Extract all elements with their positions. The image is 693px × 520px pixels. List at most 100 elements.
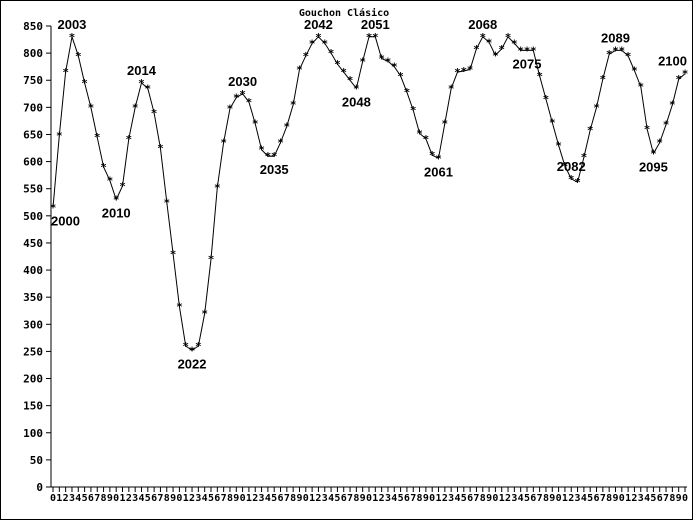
data-point: * bbox=[56, 130, 63, 143]
year-label: 2042 bbox=[304, 17, 333, 32]
data-point: * bbox=[214, 182, 221, 195]
y-axis-ticks: 0 50 100 150 200 250 300 350 400 450 500 550 600 650 7… bbox=[23, 20, 51, 494]
y-tick-label: 350 bbox=[23, 291, 43, 304]
x-tick-label: 2 bbox=[315, 493, 321, 504]
data-point: * bbox=[353, 82, 360, 95]
year-label: 2022 bbox=[178, 356, 207, 371]
data-point: * bbox=[359, 55, 366, 68]
data-point: * bbox=[138, 77, 145, 90]
data-point: * bbox=[486, 36, 493, 49]
x-tick-label: 6 bbox=[530, 493, 536, 504]
y-tick-label: 400 bbox=[23, 264, 43, 277]
x-tick-label: 9 bbox=[107, 493, 113, 504]
data-point: * bbox=[517, 44, 524, 57]
data-point: * bbox=[656, 137, 663, 150]
data-point: * bbox=[189, 344, 196, 357]
data-point: * bbox=[284, 120, 291, 133]
data-point: * bbox=[442, 118, 449, 131]
x-tick-label: 7 bbox=[410, 493, 416, 504]
y-tick-label: 500 bbox=[23, 210, 43, 223]
data-point: * bbox=[612, 44, 619, 57]
x-tick-label: 9 bbox=[170, 493, 176, 504]
data-point: * bbox=[151, 107, 158, 120]
data-point: * bbox=[170, 248, 177, 261]
data-point: * bbox=[644, 123, 651, 136]
data-point: * bbox=[201, 307, 208, 320]
x-tick-label: 3 bbox=[195, 493, 201, 504]
year-label: 2030 bbox=[228, 74, 257, 89]
x-tick-label: 0 bbox=[619, 493, 625, 504]
data-point: * bbox=[227, 102, 234, 115]
x-tick-label: 4 bbox=[391, 493, 397, 504]
x-tick-label: 0 bbox=[429, 493, 435, 504]
x-tick-label: 3 bbox=[132, 493, 138, 504]
x-tick-label: 6 bbox=[278, 493, 284, 504]
x-tick-label: 7 bbox=[663, 493, 669, 504]
x-tick-label: 0 bbox=[556, 493, 562, 504]
x-tick-label: 7 bbox=[157, 493, 163, 504]
x-tick-label: 9 bbox=[423, 493, 429, 504]
y-tick-label: 100 bbox=[23, 427, 43, 440]
data-point: * bbox=[410, 104, 417, 117]
year-label: 2089 bbox=[601, 30, 630, 45]
data-point: * bbox=[587, 124, 594, 137]
data-point: * bbox=[277, 137, 284, 150]
data-point: * bbox=[606, 48, 613, 61]
x-tick-label: 1 bbox=[56, 493, 62, 504]
x-tick-label: 5 bbox=[271, 493, 277, 504]
x-tick-label: 1 bbox=[436, 493, 442, 504]
year-label: 2035 bbox=[260, 162, 289, 177]
y-tick-label: 550 bbox=[23, 183, 43, 196]
year-label: 2000 bbox=[51, 214, 80, 229]
data-point: * bbox=[682, 68, 689, 81]
series-line bbox=[52, 35, 686, 351]
data-point: * bbox=[62, 66, 69, 79]
x-tick-label: 3 bbox=[448, 493, 454, 504]
y-tick-label: 50 bbox=[30, 454, 43, 467]
x-tick-label: 7 bbox=[537, 493, 543, 504]
data-point: * bbox=[69, 31, 76, 44]
x-tick-label: 6 bbox=[404, 493, 410, 504]
data-point: * bbox=[328, 47, 335, 60]
data-point: * bbox=[385, 55, 392, 68]
x-tick-label: 8 bbox=[353, 493, 359, 504]
data-point: * bbox=[119, 180, 126, 193]
data-point: * bbox=[107, 175, 114, 188]
data-point: * bbox=[675, 73, 682, 86]
x-tick-label: 4 bbox=[581, 493, 587, 504]
x-tick-label: 8 bbox=[227, 493, 233, 504]
data-point: * bbox=[220, 137, 227, 150]
data-point: * bbox=[454, 66, 461, 79]
year-label: 2082 bbox=[557, 159, 586, 174]
data-point: * bbox=[239, 88, 246, 101]
data-point: * bbox=[637, 81, 644, 94]
y-tick-label: 800 bbox=[23, 47, 43, 60]
data-point: * bbox=[309, 37, 316, 50]
x-tick-label: 3 bbox=[259, 493, 265, 504]
x-tick-label: 4 bbox=[644, 493, 650, 504]
x-tick-label: 3 bbox=[385, 493, 391, 504]
data-point: * bbox=[625, 50, 632, 63]
data-point: * bbox=[568, 173, 575, 186]
x-tick-label: 8 bbox=[164, 493, 170, 504]
data-point: * bbox=[366, 31, 373, 44]
x-tick-label: 4 bbox=[328, 493, 334, 504]
x-tick-label: 0 bbox=[176, 493, 182, 504]
x-tick-label: 5 bbox=[398, 493, 404, 504]
x-tick-label: 8 bbox=[669, 493, 675, 504]
data-point: * bbox=[511, 37, 518, 50]
data-point: * bbox=[631, 64, 638, 77]
x-tick-label: 9 bbox=[549, 493, 555, 504]
data-point: * bbox=[549, 117, 556, 130]
data-point: * bbox=[157, 142, 164, 155]
data-point: * bbox=[429, 149, 436, 162]
y-tick-label: 750 bbox=[23, 74, 43, 87]
data-point: * bbox=[182, 340, 189, 353]
x-tick-label: 6 bbox=[341, 493, 347, 504]
x-tick-label: 9 bbox=[612, 493, 618, 504]
x-tick-label: 8 bbox=[543, 493, 549, 504]
data-point: * bbox=[246, 96, 253, 109]
x-tick-label: 1 bbox=[625, 493, 631, 504]
x-tick-label: 7 bbox=[221, 493, 227, 504]
